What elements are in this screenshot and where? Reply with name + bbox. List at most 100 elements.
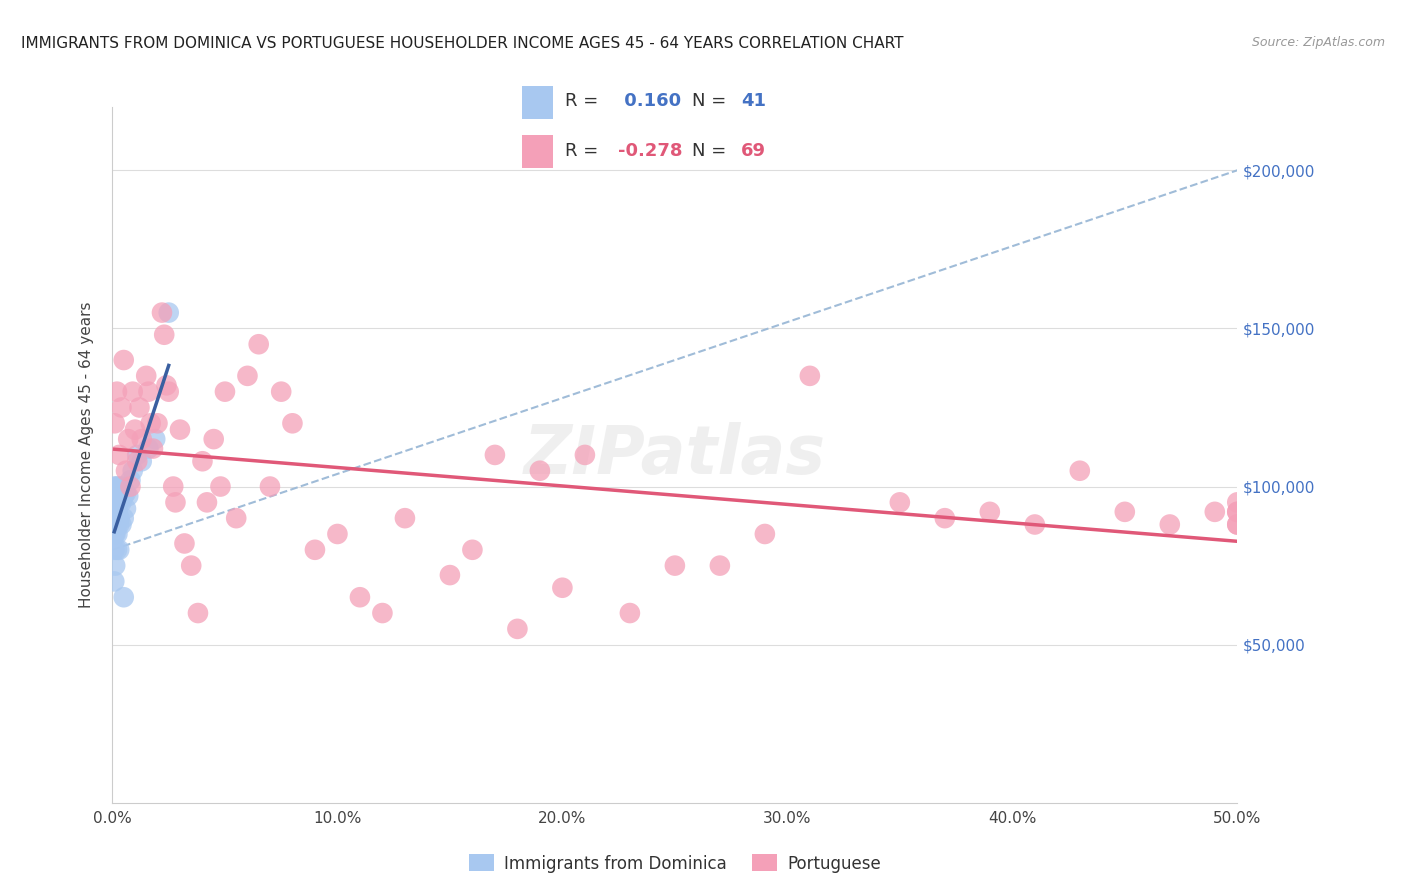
Point	[1114, 505, 1136, 519]
Point	[104, 495, 127, 509]
Point	[115, 464, 138, 478]
Point	[209, 479, 232, 493]
Legend: Immigrants from Dominica, Portuguese: Immigrants from Dominica, Portuguese	[463, 847, 887, 880]
Point	[934, 511, 956, 525]
Point	[1226, 517, 1249, 532]
Point	[110, 495, 132, 509]
Point	[326, 527, 349, 541]
Point	[664, 558, 686, 573]
Point	[104, 511, 127, 525]
Point	[551, 581, 574, 595]
Point	[107, 505, 129, 519]
Bar	[522, 136, 553, 168]
Point	[110, 517, 132, 532]
Text: N =: N =	[692, 93, 725, 111]
Point	[104, 479, 127, 493]
Point	[270, 384, 292, 399]
Point	[439, 568, 461, 582]
Text: 41: 41	[741, 93, 766, 111]
Point	[173, 536, 195, 550]
Y-axis label: Householder Income Ages 45 - 64 years: Householder Income Ages 45 - 64 years	[79, 301, 94, 608]
Point	[153, 327, 176, 342]
Point	[104, 495, 127, 509]
Point	[225, 511, 247, 525]
Point	[1204, 505, 1226, 519]
Text: R =: R =	[565, 93, 598, 111]
Point	[619, 606, 641, 620]
Point	[165, 495, 187, 509]
Point	[103, 574, 125, 589]
Point	[142, 442, 165, 456]
Point	[108, 448, 131, 462]
Point	[1069, 464, 1091, 478]
Point	[131, 432, 153, 446]
Point	[107, 495, 129, 509]
Text: -0.278: -0.278	[617, 142, 682, 160]
Point	[1226, 505, 1249, 519]
Point	[107, 479, 129, 493]
Point	[105, 384, 128, 399]
Point	[112, 591, 135, 605]
Point	[180, 558, 202, 573]
Point	[155, 378, 177, 392]
Point	[394, 511, 416, 525]
Point	[108, 495, 131, 509]
Point	[120, 473, 142, 487]
Point	[484, 448, 506, 462]
Point	[112, 489, 135, 503]
Point	[979, 505, 1001, 519]
Point	[105, 479, 128, 493]
Point	[1226, 505, 1249, 519]
Point	[157, 305, 180, 319]
Point	[371, 606, 394, 620]
Point	[259, 479, 281, 493]
Point	[110, 486, 132, 500]
Point	[162, 479, 184, 493]
Point	[889, 495, 911, 509]
Point	[131, 454, 153, 468]
Point	[1159, 517, 1181, 532]
Point	[214, 384, 236, 399]
Point	[754, 527, 776, 541]
Point	[138, 442, 160, 456]
Point	[108, 511, 131, 525]
Point	[191, 454, 214, 468]
Point	[1226, 495, 1249, 509]
Point	[135, 368, 157, 383]
Point	[105, 517, 128, 532]
Point	[281, 417, 304, 431]
Point	[304, 542, 326, 557]
Point	[105, 517, 128, 532]
Point	[529, 464, 551, 478]
Point	[115, 501, 138, 516]
Point	[112, 511, 135, 525]
Point	[187, 606, 209, 620]
Point	[157, 384, 180, 399]
Point	[105, 489, 128, 503]
Text: R =: R =	[565, 142, 598, 160]
Point	[127, 448, 149, 462]
Point	[103, 542, 125, 557]
Text: ZIPatlas: ZIPatlas	[524, 422, 825, 488]
Point	[146, 417, 169, 431]
Point	[121, 464, 143, 478]
Point	[127, 454, 149, 468]
Point	[108, 517, 131, 532]
Point	[110, 401, 132, 415]
Point	[236, 368, 259, 383]
Point	[104, 527, 127, 541]
Point	[115, 486, 138, 500]
Text: 69: 69	[741, 142, 766, 160]
Text: IMMIGRANTS FROM DOMINICA VS PORTUGUESE HOUSEHOLDER INCOME AGES 45 - 64 YEARS COR: IMMIGRANTS FROM DOMINICA VS PORTUGUESE H…	[21, 36, 904, 51]
Point	[107, 527, 129, 541]
Point	[506, 622, 529, 636]
Point	[128, 401, 150, 415]
Point	[120, 479, 142, 493]
Point	[150, 305, 173, 319]
Point	[709, 558, 731, 573]
Point	[139, 417, 162, 431]
Point	[461, 542, 484, 557]
Point	[121, 384, 143, 399]
Point	[169, 423, 191, 437]
Point	[104, 527, 127, 541]
